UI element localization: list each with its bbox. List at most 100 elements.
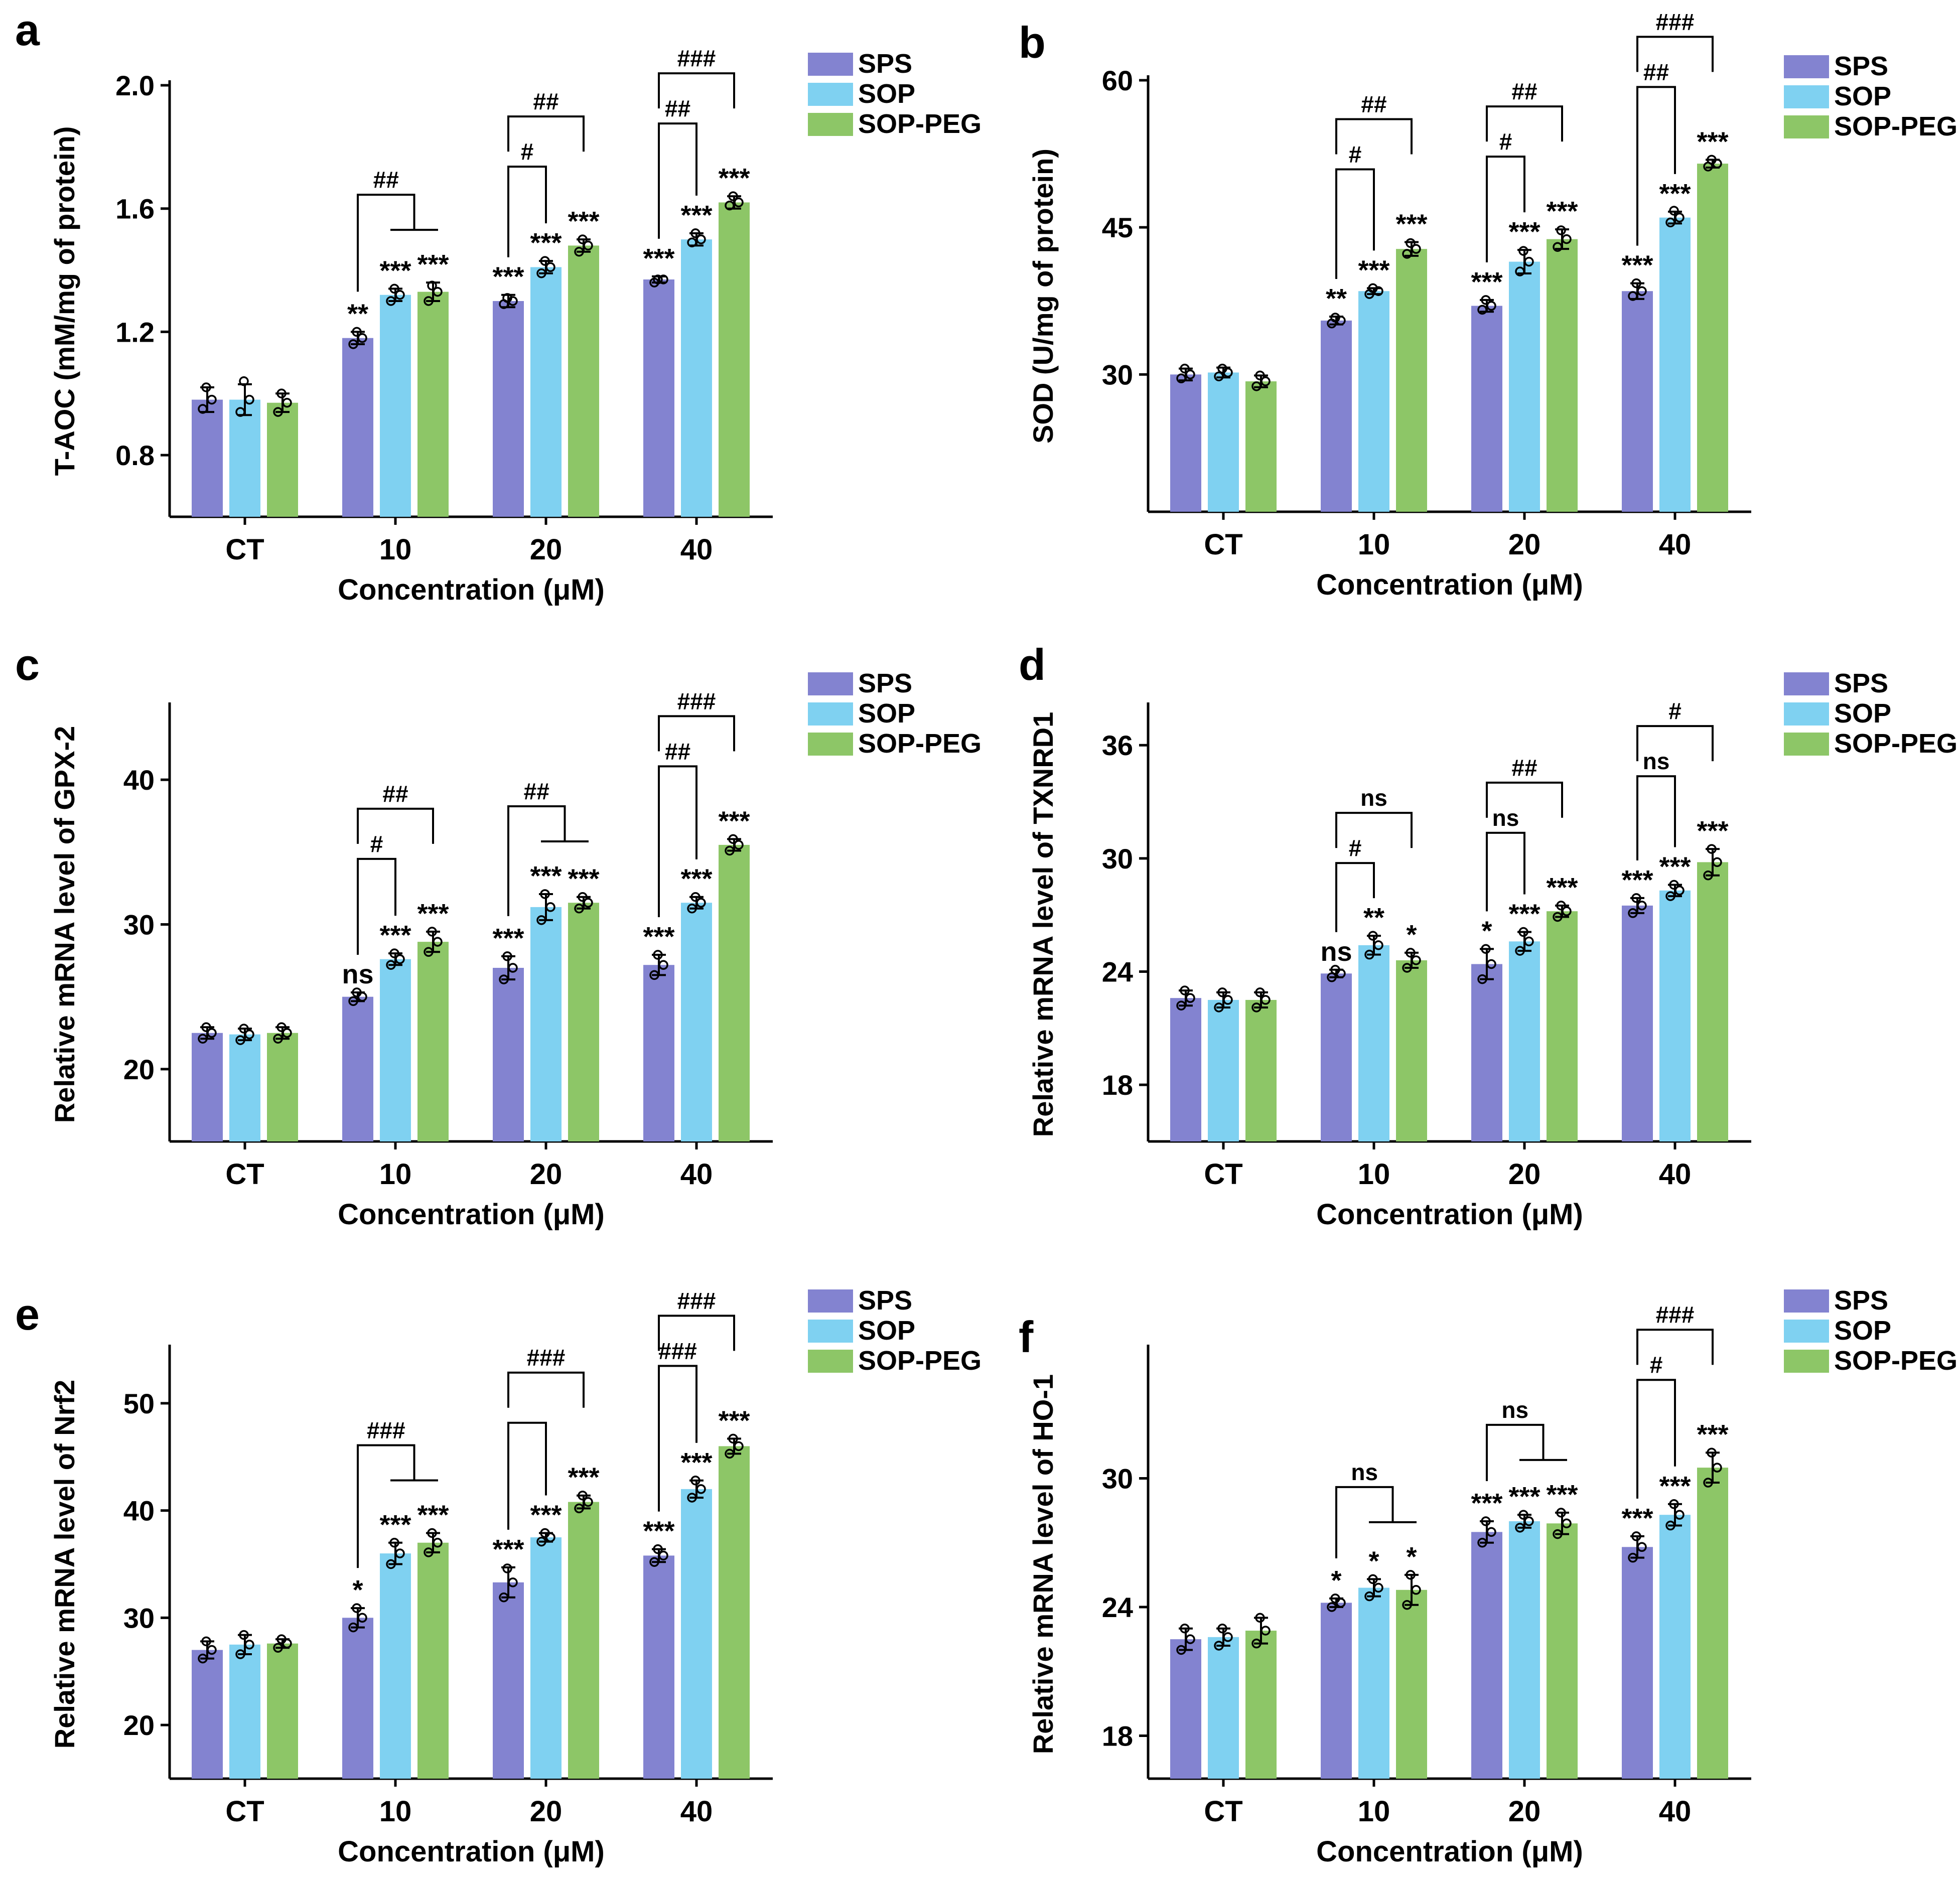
bracket	[1636, 1329, 1714, 1365]
data-point	[352, 1603, 362, 1613]
bracket	[357, 1444, 415, 1568]
data-point	[424, 1547, 434, 1557]
data-point	[687, 1493, 697, 1503]
bar	[1208, 372, 1239, 512]
data-point	[1176, 373, 1186, 383]
x-tick-label: 10	[379, 1795, 412, 1828]
bar	[1358, 945, 1389, 1141]
bar	[229, 1644, 260, 1779]
data-point	[1406, 238, 1416, 248]
data-point	[386, 296, 396, 306]
data-point	[1707, 155, 1717, 165]
bracket-label: ##	[1643, 59, 1669, 85]
data-point	[690, 228, 701, 238]
bar	[229, 1034, 260, 1141]
significance-label: **	[1326, 283, 1347, 314]
significance-label: ***	[1621, 865, 1653, 895]
data-point	[1330, 313, 1340, 323]
bracket-label: ns	[1643, 748, 1670, 774]
bracket	[1486, 156, 1525, 262]
legend-label: SPS	[1834, 1285, 1888, 1316]
y-tick-label: 1.2	[115, 316, 155, 348]
data-point	[540, 1528, 550, 1538]
data-point	[1402, 249, 1412, 259]
significance-label: ***	[379, 920, 411, 950]
data-point	[1176, 1000, 1186, 1010]
data-point	[540, 256, 550, 266]
bar	[1321, 973, 1352, 1141]
significance-label: ***	[1697, 126, 1728, 157]
x-tick-label: 10	[1358, 528, 1390, 561]
y-tick-label: 36	[1102, 730, 1133, 761]
bar	[342, 1618, 373, 1779]
data-point	[1515, 266, 1525, 276]
data-point	[583, 240, 593, 251]
bar	[1659, 890, 1691, 1141]
x-tick-label: 40	[680, 1158, 713, 1191]
data-point	[1373, 940, 1383, 950]
x-tick-label: 20	[1508, 1795, 1541, 1828]
significance-label: **	[347, 299, 368, 329]
bar	[342, 338, 373, 517]
y-tick-label: 2.0	[115, 70, 155, 101]
data-point	[352, 327, 362, 337]
bar	[1697, 862, 1728, 1141]
bracket-label: ns	[1492, 805, 1519, 831]
x-tick-label: 10	[379, 533, 412, 566]
bar	[1659, 1515, 1691, 1779]
bar	[229, 399, 260, 517]
legend-label: SOP-PEG	[1834, 1346, 1957, 1376]
data-point	[687, 237, 697, 248]
y-tick-label: 30	[1102, 843, 1133, 875]
x-tick-label: 40	[680, 1795, 713, 1828]
data-point	[1217, 987, 1227, 997]
data-point	[545, 902, 555, 912]
y-tick-label: 30	[1102, 359, 1133, 390]
bar	[1245, 381, 1277, 512]
significance-label: ***	[718, 163, 750, 193]
data-point	[1637, 286, 1647, 296]
bracket-label: ###	[367, 1417, 405, 1443]
bar	[1396, 249, 1427, 512]
bar	[1471, 1532, 1502, 1779]
bracket	[1636, 725, 1714, 762]
data-point	[1373, 1582, 1383, 1593]
x-tick-label: 40	[1659, 1158, 1692, 1191]
data-point	[1411, 244, 1421, 254]
bracket	[1636, 36, 1714, 72]
bracket	[1486, 1423, 1545, 1481]
x-tick-label: CT	[1204, 1795, 1242, 1828]
bar	[342, 996, 373, 1141]
bar	[530, 267, 562, 517]
data-point	[1518, 246, 1528, 256]
y-tick-label: 18	[1102, 1720, 1133, 1752]
bar	[192, 399, 223, 517]
data-point	[395, 954, 405, 964]
bar	[1321, 1603, 1352, 1779]
bar	[568, 1502, 599, 1779]
significance-label: ***	[1621, 1503, 1653, 1533]
data-point	[1223, 1632, 1233, 1642]
significance-label: ***	[643, 922, 674, 952]
bar	[568, 903, 599, 1141]
legend-swatch	[1784, 733, 1829, 756]
bracket	[1636, 86, 1676, 246]
y-tick-label: 45	[1102, 212, 1133, 243]
significance-label: ***	[1697, 1419, 1728, 1450]
y-tick-label: 50	[123, 1388, 155, 1419]
data-point	[1214, 371, 1224, 382]
bar	[530, 907, 562, 1141]
bracket-label: ##	[382, 781, 408, 807]
data-point	[201, 382, 211, 392]
data-point	[427, 280, 437, 291]
x-tick-label: CT	[1204, 1158, 1242, 1191]
legend-label: SPS	[858, 49, 912, 79]
significance-label: *	[1406, 1542, 1417, 1572]
data-point	[235, 407, 245, 417]
y-tick-label: 60	[1102, 65, 1133, 96]
data-point	[1402, 963, 1412, 973]
data-point	[1637, 901, 1647, 911]
data-point	[276, 1022, 287, 1032]
data-point	[1185, 1634, 1195, 1644]
